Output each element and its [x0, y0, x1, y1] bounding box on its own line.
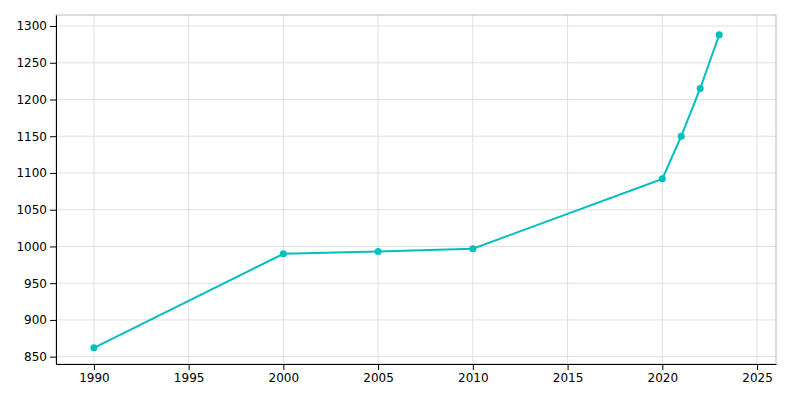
tick-mark — [50, 63, 56, 64]
chart: 1990 1995 2000 2005 2010 2015 2020 2025 850 900 95… — [0, 0, 800, 400]
tick-label: 1990 — [79, 371, 110, 385]
tick-mark — [94, 364, 95, 370]
tick-mark — [50, 246, 56, 247]
tick-label: 950 — [24, 277, 47, 291]
tick-mark — [50, 99, 56, 100]
point — [678, 133, 685, 140]
grid-line — [56, 283, 776, 284]
grid-line — [56, 356, 776, 357]
line — [94, 35, 719, 348]
tick: 2015 — [553, 364, 584, 385]
tick-mark — [473, 364, 474, 370]
tick-mark — [757, 364, 758, 370]
tick-mark — [50, 173, 56, 174]
grid-line — [56, 209, 776, 210]
tick: 1300 — [16, 19, 56, 33]
tick-mark — [50, 136, 56, 137]
grid-line — [56, 319, 776, 320]
grid — [56, 15, 776, 364]
tick-label: 1995 — [174, 371, 205, 385]
tick: 2025 — [742, 364, 773, 385]
series — [90, 31, 722, 351]
point — [716, 31, 723, 38]
tick: 2010 — [458, 364, 489, 385]
tick-label: 900 — [24, 313, 47, 327]
tick: 1000 — [16, 240, 56, 254]
tick-label: 1200 — [16, 93, 47, 107]
tick: 2005 — [363, 364, 394, 385]
grid-line — [56, 136, 776, 137]
tick-label: 850 — [24, 350, 47, 364]
tick-mark — [662, 364, 663, 370]
point — [659, 175, 666, 182]
tick-mark — [50, 283, 56, 284]
tick: 2000 — [269, 364, 300, 385]
point — [280, 250, 287, 257]
grid-line — [567, 15, 568, 364]
point — [469, 245, 476, 252]
grid-line — [378, 15, 379, 364]
tick: 1995 — [174, 364, 205, 385]
grid-line — [662, 15, 663, 364]
grid-line — [472, 15, 473, 364]
point — [697, 85, 704, 92]
tick-label: 1300 — [16, 19, 47, 33]
tick-label: 2005 — [363, 371, 394, 385]
tick-label: 2010 — [458, 371, 489, 385]
x-axis: 1990 1995 2000 2005 2010 2015 2020 2025 — [57, 364, 777, 385]
tick-label: 2000 — [269, 371, 300, 385]
grid-line — [757, 15, 758, 364]
tick-mark — [50, 320, 56, 321]
tick: 2020 — [648, 364, 679, 385]
tick-mark — [50, 26, 56, 27]
tick-mark — [378, 364, 379, 370]
tick-mark — [50, 210, 56, 211]
grid-line — [188, 15, 189, 364]
tick-label: 2020 — [648, 371, 679, 385]
grid-line — [93, 15, 94, 364]
tick-label: 2015 — [553, 371, 584, 385]
grid-line — [283, 15, 284, 364]
tick: 1050 — [16, 203, 56, 217]
tick: 1200 — [16, 93, 56, 107]
axis-line — [57, 364, 777, 365]
y-axis: 850 900 950 1000 1050 1100 1150 1200 1250 1300 — [16, 16, 56, 365]
tick: 1990 — [79, 364, 110, 385]
tick-label: 1100 — [16, 166, 47, 180]
tick-mark — [189, 364, 190, 370]
plot: 1990 1995 2000 2005 2010 2015 2020 2025 850 900 95… — [16, 15, 776, 385]
tick-mark — [283, 364, 284, 370]
grid-line — [56, 246, 776, 247]
grid-line — [56, 99, 776, 100]
grid-line — [56, 172, 776, 173]
tick-label: 2025 — [742, 371, 773, 385]
tick-label: 1250 — [16, 56, 47, 70]
tick-mark — [568, 364, 569, 370]
tick: 1100 — [16, 166, 56, 180]
tick-label: 1050 — [16, 203, 47, 217]
tick-label: 1150 — [16, 130, 47, 144]
axis-line — [56, 16, 57, 365]
plot-frame — [56, 15, 776, 364]
tick-label: 1000 — [16, 240, 47, 254]
grid-line — [56, 62, 776, 63]
tick-mark — [50, 357, 56, 358]
point — [375, 248, 382, 255]
tick: 850 — [24, 350, 56, 364]
grid-line — [56, 26, 776, 27]
tick: 900 — [24, 313, 56, 327]
tick: 950 — [24, 277, 56, 291]
point — [90, 344, 97, 351]
tick: 1150 — [16, 130, 56, 144]
tick: 1250 — [16, 56, 56, 70]
